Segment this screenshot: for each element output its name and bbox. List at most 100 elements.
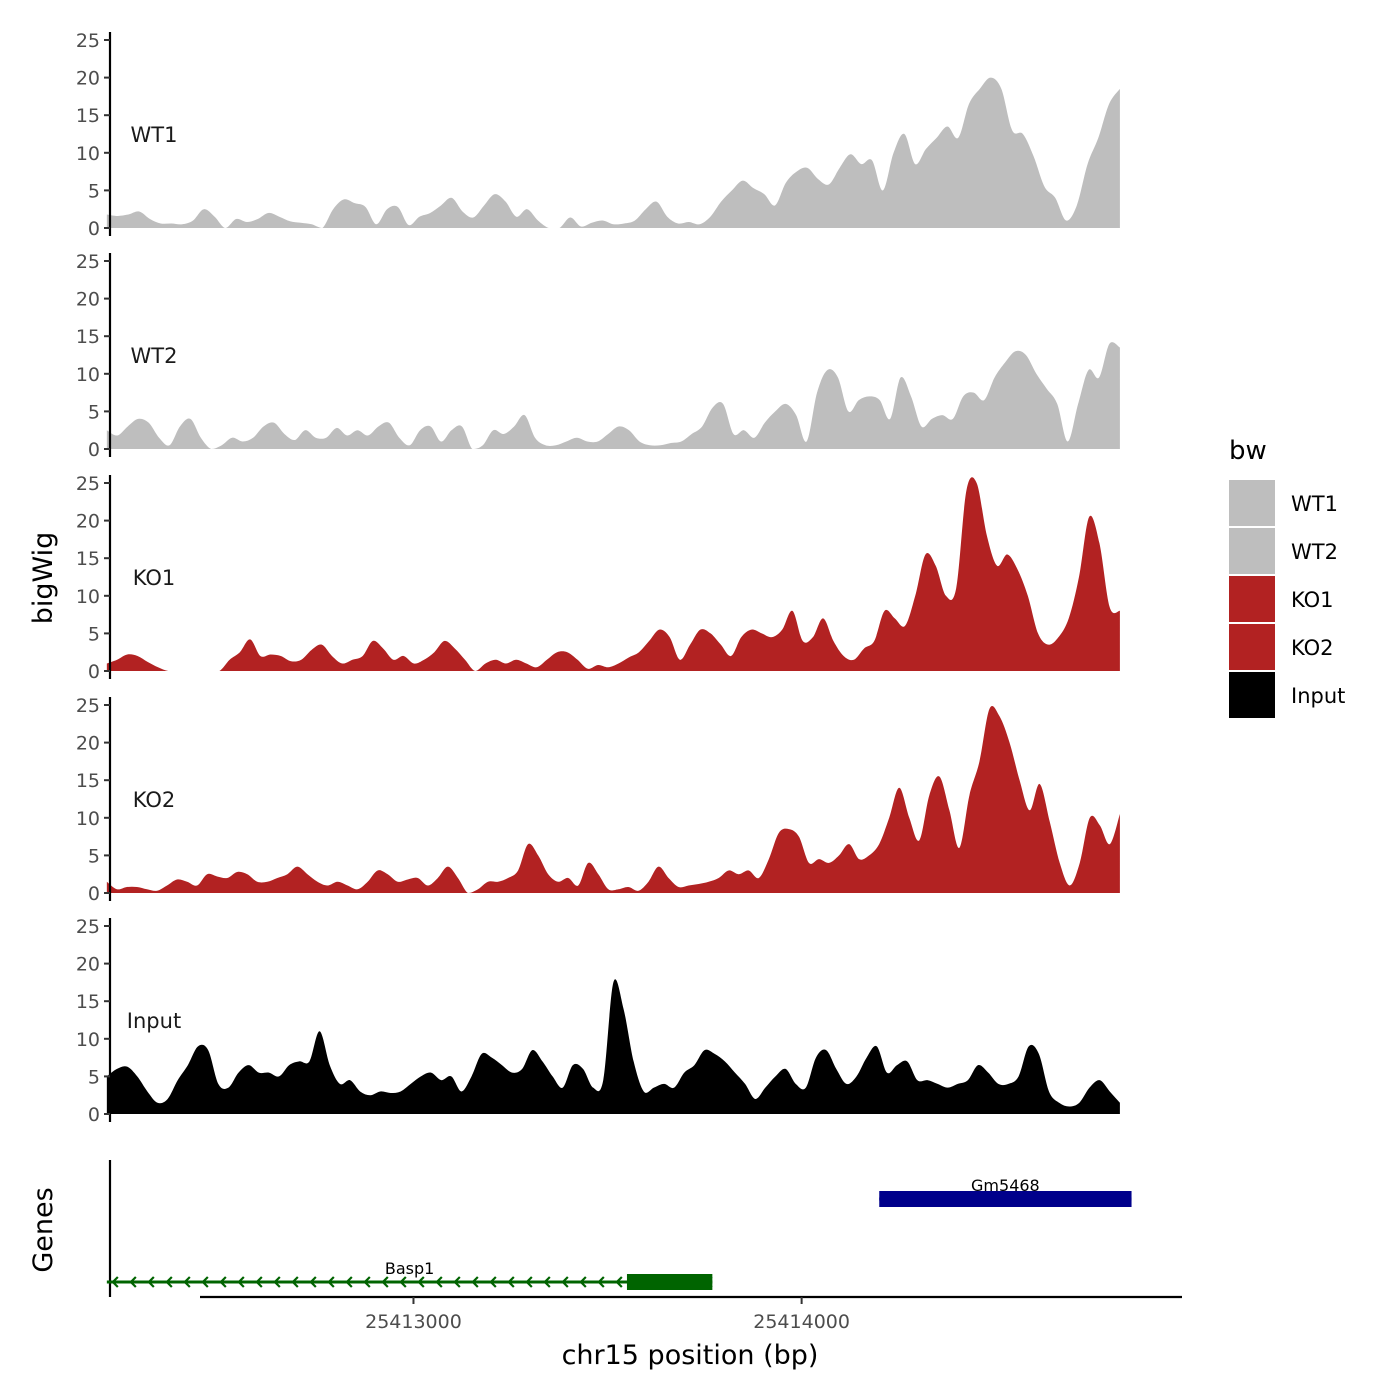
legend-swatch-input bbox=[1229, 672, 1275, 718]
strand-arrow bbox=[435, 1276, 443, 1288]
strand-arrow bbox=[561, 1276, 569, 1288]
track-label: KO2 bbox=[133, 788, 176, 812]
x-tick-label: 25414000 bbox=[753, 1311, 850, 1333]
legend-swatch-wt1 bbox=[1229, 480, 1275, 526]
strand-arrow bbox=[471, 1276, 479, 1288]
strand-arrow bbox=[381, 1276, 389, 1288]
strand-arrow bbox=[183, 1276, 191, 1288]
y-tick-label: 15 bbox=[76, 991, 100, 1013]
legend-label-ko2: KO2 bbox=[1291, 636, 1334, 660]
genes-axis-title: Genes bbox=[28, 1187, 59, 1272]
y-tick-label: 0 bbox=[88, 218, 100, 240]
track-input: 0 5 10 15 20 25 Input bbox=[76, 916, 1120, 1126]
strand-arrow bbox=[309, 1276, 317, 1288]
signal-tracks: 0510152025WT10510152025WT20510152025KO10… bbox=[76, 30, 1120, 1126]
y-tick-label: 5 bbox=[88, 401, 100, 423]
strand-arrow bbox=[363, 1276, 371, 1288]
strand-arrow bbox=[399, 1276, 407, 1288]
y-tick-label: 5 bbox=[88, 845, 100, 867]
x-axis: 25413000 25414000 bbox=[200, 1295, 1182, 1333]
legend-label-wt1: WT1 bbox=[1291, 492, 1338, 516]
strand-arrow bbox=[453, 1276, 461, 1288]
track-label: KO1 bbox=[133, 566, 176, 590]
strand-arrow bbox=[165, 1276, 173, 1288]
strand-arrow bbox=[111, 1276, 119, 1288]
track-label: WT2 bbox=[131, 344, 178, 368]
y-tick-label: 0 bbox=[88, 1104, 100, 1126]
y-tick-label: 15 bbox=[76, 326, 100, 348]
gene-track: Basp1 Gm5468 bbox=[106, 1160, 1132, 1297]
strand-arrow bbox=[273, 1276, 281, 1288]
y-tick-label: 20 bbox=[76, 289, 100, 311]
strand-arrow bbox=[219, 1276, 227, 1288]
signal-area-ko1 bbox=[106, 477, 1120, 671]
y-tick-label: 25 bbox=[76, 251, 100, 273]
signal-area-ko2 bbox=[106, 705, 1120, 893]
strand-arrow bbox=[201, 1276, 209, 1288]
track-label: WT1 bbox=[131, 123, 178, 147]
legend-title: bw bbox=[1229, 436, 1267, 466]
strand-arrow bbox=[489, 1276, 497, 1288]
y-axis-title: bigWig bbox=[28, 532, 59, 625]
legend-label-input: Input bbox=[1291, 684, 1345, 708]
gene-label: Basp1 bbox=[385, 1259, 434, 1278]
y-tick-label: 15 bbox=[76, 105, 100, 127]
track-label: Input bbox=[127, 1009, 181, 1033]
y-tick-label: 20 bbox=[76, 511, 100, 533]
y-tick-label: 10 bbox=[76, 143, 100, 165]
y-tick-label: 10 bbox=[76, 364, 100, 386]
y-tick-label: 25 bbox=[76, 30, 100, 52]
legend-swatch-wt2 bbox=[1229, 528, 1275, 574]
gene-exon bbox=[879, 1191, 1132, 1207]
signal-area-input bbox=[106, 979, 1120, 1114]
strand-arrow bbox=[525, 1276, 533, 1288]
y-tick-label: 25 bbox=[76, 473, 100, 495]
track-wt2: 0 5 10 15 20 25 WT2 bbox=[76, 251, 1120, 461]
strand-arrow bbox=[417, 1276, 425, 1288]
y-tick-label: 20 bbox=[76, 733, 100, 755]
track-wt1: 0 5 10 15 20 25 WT1 bbox=[76, 30, 1120, 240]
strand-arrow bbox=[129, 1276, 137, 1288]
strand-arrow bbox=[147, 1276, 155, 1288]
x-axis-title: chr15 position (bp) bbox=[562, 1340, 819, 1371]
y-tick-label: 0 bbox=[88, 883, 100, 905]
y-tick-label: 5 bbox=[88, 1066, 100, 1088]
strand-arrow bbox=[597, 1276, 605, 1288]
y-tick-label: 25 bbox=[76, 695, 100, 717]
legend-swatch-ko2 bbox=[1229, 624, 1275, 670]
strand-arrow bbox=[237, 1276, 245, 1288]
strand-arrow bbox=[579, 1276, 587, 1288]
strand-arrow bbox=[543, 1276, 551, 1288]
y-tick-label: 10 bbox=[76, 808, 100, 830]
strand-arrow bbox=[255, 1276, 263, 1288]
gene-exon bbox=[626, 1274, 713, 1290]
gene-label: Gm5468 bbox=[971, 1176, 1040, 1195]
strand-arrow bbox=[291, 1276, 299, 1288]
y-tick-label: 25 bbox=[76, 916, 100, 938]
y-tick-label: 20 bbox=[76, 68, 100, 90]
signal-area-wt1 bbox=[106, 77, 1120, 228]
y-tick-label: 0 bbox=[88, 661, 100, 683]
legend: bw WT1 WT2 KO1 KO2 Input bbox=[1229, 436, 1345, 718]
x-tick-label: 25413000 bbox=[365, 1311, 462, 1333]
legend-swatch-ko1 bbox=[1229, 576, 1275, 622]
track-ko1: 0 5 10 15 20 25 KO1 bbox=[76, 473, 1120, 683]
y-tick-label: 5 bbox=[88, 623, 100, 645]
strand-arrow bbox=[507, 1276, 515, 1288]
y-tick-label: 15 bbox=[76, 548, 100, 570]
gene-basp1: Basp1 bbox=[106, 1259, 713, 1290]
track-ko2: 0 5 10 15 20 25 KO2 bbox=[76, 695, 1120, 905]
y-tick-label: 15 bbox=[76, 770, 100, 792]
strand-arrow bbox=[345, 1276, 353, 1288]
y-tick-label: 5 bbox=[88, 180, 100, 202]
gene-gm5468: Gm5468 bbox=[879, 1176, 1132, 1207]
legend-label-ko1: KO1 bbox=[1291, 588, 1334, 612]
strand-arrow bbox=[615, 1276, 623, 1288]
y-tick-label: 0 bbox=[88, 439, 100, 461]
strand-arrow bbox=[327, 1276, 335, 1288]
y-tick-label: 10 bbox=[76, 1029, 100, 1051]
y-tick-label: 20 bbox=[76, 954, 100, 976]
legend-label-wt2: WT2 bbox=[1291, 540, 1338, 564]
y-tick-label: 10 bbox=[76, 586, 100, 608]
